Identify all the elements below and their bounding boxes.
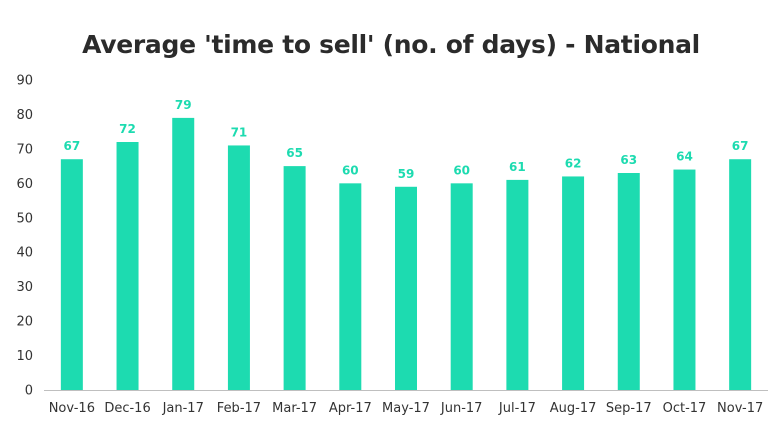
x-tick-label: Aug-17 xyxy=(550,401,597,416)
y-tick-label: 40 xyxy=(16,246,33,261)
x-tick-label: Nov-16 xyxy=(49,401,95,416)
data-label: 67 xyxy=(63,139,80,153)
x-tick-label: Jun-17 xyxy=(440,401,483,416)
bar xyxy=(60,159,83,390)
bar xyxy=(673,169,696,390)
bar xyxy=(339,183,362,390)
y-tick-label: 20 xyxy=(16,315,33,330)
data-label: 72 xyxy=(119,122,136,136)
bar xyxy=(617,173,640,390)
data-label: 71 xyxy=(231,125,248,139)
y-tick-label: 90 xyxy=(16,74,33,89)
x-tick-label: Jan-17 xyxy=(162,401,204,416)
y-tick-label: 80 xyxy=(16,108,33,123)
bar xyxy=(729,159,752,390)
y-tick-label: 10 xyxy=(16,349,33,364)
data-label: 64 xyxy=(676,150,693,164)
x-tick-label: Nov-17 xyxy=(717,401,763,416)
y-tick-label: 0 xyxy=(25,384,33,399)
data-label: 59 xyxy=(398,167,415,181)
bar xyxy=(283,166,306,390)
x-tick-label: Apr-17 xyxy=(329,401,372,416)
data-label: 65 xyxy=(286,146,303,160)
x-tick-label: Jul-17 xyxy=(498,401,536,416)
x-tick-label: May-17 xyxy=(382,401,430,416)
data-label: 62 xyxy=(565,156,582,170)
data-label: 63 xyxy=(620,153,637,167)
x-tick-label: Feb-17 xyxy=(217,401,261,416)
bar xyxy=(172,117,195,390)
y-tick-label: 60 xyxy=(16,177,33,192)
bar xyxy=(450,183,473,390)
y-tick-label: 70 xyxy=(16,142,33,157)
data-label: 79 xyxy=(175,98,192,112)
bar xyxy=(506,179,529,390)
bar xyxy=(116,142,139,390)
x-tick-label: Sep-17 xyxy=(606,401,652,416)
x-tick-label: Dec-16 xyxy=(104,401,150,416)
bar xyxy=(562,176,585,390)
data-label: 60 xyxy=(342,163,359,177)
data-label: 61 xyxy=(509,160,526,174)
bar xyxy=(227,145,250,390)
y-tick-label: 50 xyxy=(16,211,33,226)
x-tick-label: Oct-17 xyxy=(663,401,707,416)
y-tick-label: 30 xyxy=(16,280,33,295)
data-label: 60 xyxy=(453,163,470,177)
x-tick-label: Mar-17 xyxy=(272,401,317,416)
data-label: 67 xyxy=(732,139,749,153)
bar xyxy=(395,186,417,390)
chart-title: Average 'time to sell' (no. of days) - N… xyxy=(82,30,700,59)
